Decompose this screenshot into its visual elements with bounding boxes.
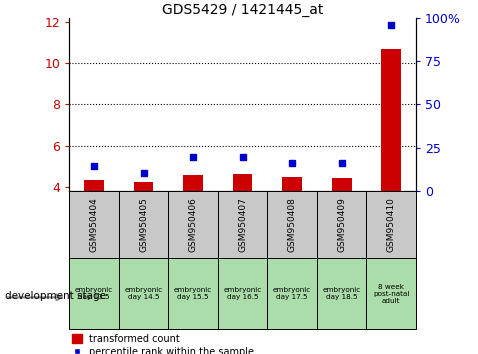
Text: GSM950410: GSM950410 [387,197,396,252]
Bar [282,177,302,191]
Bar [381,48,401,191]
Legend: transformed count, percentile rank within the sample: transformed count, percentile rank withi… [72,334,254,354]
Text: embryonic
day 16.5: embryonic day 16.5 [223,287,262,300]
Bar [267,258,317,329]
Text: embryonic
day 15.5: embryonic day 15.5 [174,287,212,300]
Text: embryonic
day 17.5: embryonic day 17.5 [273,287,311,300]
Bar [119,258,168,329]
Bar [119,191,168,258]
Text: embryonic
day 13.5: embryonic day 13.5 [75,287,113,300]
Bar [134,182,153,191]
Text: embryonic
day 18.5: embryonic day 18.5 [323,287,361,300]
Text: GSM950407: GSM950407 [238,197,247,252]
Text: GSM950408: GSM950408 [288,197,296,252]
Bar [84,180,104,191]
Text: embryonic
day 14.5: embryonic day 14.5 [124,287,163,300]
Text: GSM950406: GSM950406 [189,197,197,252]
Bar [366,191,416,258]
Bar [332,178,351,191]
Bar [317,191,366,258]
Bar [69,191,119,258]
Text: GSM950405: GSM950405 [139,197,148,252]
Bar [218,258,267,329]
Bar [233,173,252,191]
Bar [218,191,267,258]
Text: 8 week
post-natal
adult: 8 week post-natal adult [373,284,409,304]
Title: GDS5429 / 1421445_at: GDS5429 / 1421445_at [162,3,323,17]
Text: development stage: development stage [5,291,106,301]
Text: GSM950409: GSM950409 [337,197,346,252]
Bar [168,191,218,258]
Bar [183,175,203,191]
Bar [69,258,119,329]
Bar [317,258,366,329]
Text: GSM950404: GSM950404 [89,198,98,252]
Bar [168,258,218,329]
Bar [366,258,416,329]
Bar [267,191,317,258]
